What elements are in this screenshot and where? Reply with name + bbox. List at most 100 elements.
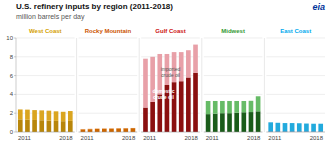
x-tick-label: 2011	[18, 135, 32, 141]
bar-segment	[179, 81, 184, 132]
bar-segment	[88, 129, 93, 132]
bar-segment	[54, 111, 59, 121]
bars	[18, 109, 73, 132]
bar-segment	[220, 113, 225, 132]
bar-segment	[304, 124, 309, 132]
annotation: domesticcrude oil	[152, 88, 174, 100]
bar-segment	[290, 123, 295, 131]
bar-segment	[102, 129, 107, 132]
grid-line	[16, 113, 75, 114]
x-tick-label: 2018	[122, 135, 136, 141]
bar-segment	[234, 113, 239, 132]
x-tick-label: 2011	[81, 135, 95, 141]
y-tick-label: 10	[6, 35, 13, 41]
y-tick-label: 6	[10, 73, 14, 79]
panel: West Coast024681020112018	[6, 28, 74, 141]
bar-segment	[47, 121, 52, 132]
bar-segment	[123, 128, 128, 129]
bar-segment	[102, 128, 107, 129]
bar-segment	[18, 119, 23, 132]
y-tick	[14, 132, 16, 133]
bar-segment	[116, 128, 121, 132]
y-tick-label: 4	[10, 91, 14, 97]
bar-segment	[68, 111, 73, 121]
panel: Rocky Mountain20112018	[77, 28, 138, 141]
bar-segment	[227, 113, 232, 132]
grid-line	[266, 94, 325, 95]
bar-segment	[241, 112, 246, 132]
bar-segment	[131, 127, 136, 128]
bar-segment	[131, 128, 136, 132]
bar-segment	[256, 96, 261, 111]
grid-line	[79, 38, 138, 39]
grid-line	[204, 94, 263, 95]
grid-line	[204, 75, 263, 76]
panel-separator	[76, 38, 77, 132]
x-axis-line	[266, 132, 325, 133]
bar-segment	[68, 121, 73, 132]
grid-line	[266, 38, 325, 39]
y-tick-label: 2	[10, 110, 14, 116]
panel-title: Gulf Coast	[155, 28, 185, 34]
bar-segment	[88, 128, 93, 129]
x-tick-label: 2018	[59, 135, 73, 141]
bar-segment	[61, 112, 66, 121]
bar-segment	[47, 111, 52, 121]
panel-separator	[264, 38, 265, 132]
x-tick-label: 2018	[184, 135, 198, 141]
panel: Midwest20112018	[202, 28, 263, 141]
text-line: crude oil	[161, 72, 180, 78]
bar-segment	[206, 101, 211, 114]
bar-segment	[109, 128, 114, 129]
bar-segment	[116, 128, 121, 129]
logo-text: eia	[312, 2, 325, 12]
x-tick-label: 2018	[310, 135, 324, 141]
y-axis-line	[16, 38, 17, 132]
grid-line	[141, 56, 200, 57]
grid-line	[16, 75, 75, 76]
bar-segment	[297, 123, 302, 131]
bar-segment	[193, 73, 198, 132]
bar-segment	[249, 101, 254, 112]
bars	[206, 96, 261, 132]
grid-line	[16, 38, 75, 39]
panel: Gulf Coast20112018importedcrude oildomes…	[139, 28, 200, 141]
grid-line	[79, 132, 138, 133]
grid-line	[204, 132, 263, 133]
y-tick-label: 0	[10, 129, 14, 135]
bar-segment	[193, 45, 198, 73]
chart: U.S. refinery inputs by region (2011-201…	[0, 0, 329, 153]
bar-segment	[143, 59, 148, 108]
bar-segment	[95, 129, 100, 132]
title: U.S. refinery inputs by region (2011-201…	[16, 2, 173, 11]
grid-line	[141, 132, 200, 133]
text-line: crude oil	[153, 94, 174, 100]
bar-segment	[39, 120, 44, 132]
x-tick-label: 2011	[143, 135, 157, 141]
panel-title: Midwest	[221, 28, 245, 34]
bars	[143, 45, 198, 132]
bar-segment	[18, 109, 23, 119]
bar-segment	[213, 114, 218, 132]
panel-separator	[201, 38, 202, 132]
bar-segment	[81, 129, 86, 132]
bar-segment	[143, 108, 148, 132]
grid-line	[141, 38, 200, 39]
bar-segment	[61, 121, 66, 132]
grid-line	[79, 94, 138, 95]
bar-segment	[186, 50, 191, 77]
grid-line	[204, 38, 263, 39]
bar-segment	[268, 122, 273, 131]
grid-line	[141, 113, 200, 114]
bar-segment	[283, 123, 288, 131]
grid-line	[266, 56, 325, 57]
bar-segment	[256, 111, 261, 132]
bar-segment	[81, 128, 86, 129]
bar-segment	[25, 110, 30, 120]
grid-line	[16, 56, 75, 57]
x-tick-label: 2011	[206, 135, 220, 141]
grid-line	[79, 113, 138, 114]
x-axis-line	[79, 132, 138, 133]
bar-segment	[318, 124, 323, 132]
y-tick	[14, 38, 16, 39]
